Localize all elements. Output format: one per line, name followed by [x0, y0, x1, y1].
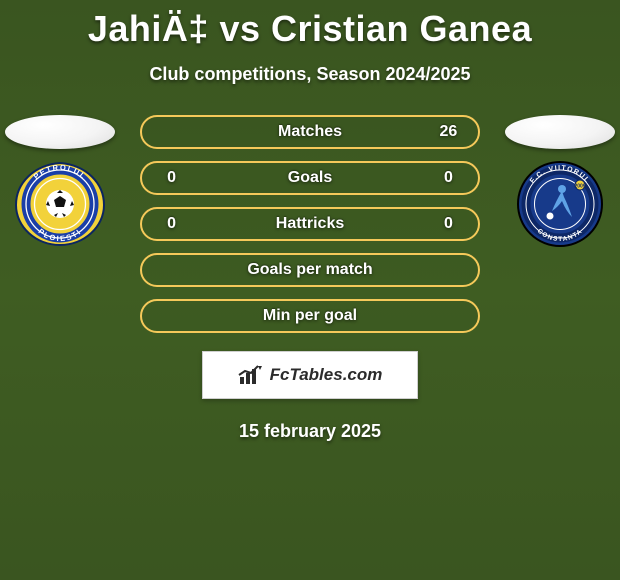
- stat-label: Min per goal: [142, 307, 479, 325]
- right-player-photo: [505, 115, 615, 149]
- brand-box[interactable]: FcTables.com: [202, 351, 418, 399]
- left-player-photo: [5, 115, 115, 149]
- date-text: 15 february 2025: [0, 421, 620, 442]
- right-team-badge: F.C. VIITORUL CONSTANTA 2009: [512, 161, 608, 247]
- left-player-col: PETROLUL PLOIESTI: [0, 115, 120, 247]
- right-player-col: F.C. VIITORUL CONSTANTA 2009: [500, 115, 620, 247]
- stat-label: Goals: [142, 169, 479, 187]
- left-team-badge: PETROLUL PLOIESTI: [12, 161, 108, 247]
- stat-row-hattricks: 0 Hattricks 0: [140, 207, 481, 241]
- stat-label: Goals per match: [142, 261, 479, 279]
- stat-right-value: 0: [436, 215, 460, 233]
- comparison-row: PETROLUL PLOIESTI Matche: [0, 115, 620, 333]
- brand-chart-icon: [238, 364, 264, 386]
- stat-label: Matches: [142, 123, 479, 141]
- stat-left-value: 0: [160, 169, 184, 187]
- svg-text:2009: 2009: [575, 184, 586, 190]
- stat-left-value: 0: [160, 215, 184, 233]
- stat-right-value: 26: [436, 123, 460, 141]
- stat-label: Hattricks: [142, 215, 479, 233]
- stats-table: Matches 26 0 Goals 0 0 Hattricks 0 Goals…: [140, 115, 481, 333]
- stat-row-goals: 0 Goals 0: [140, 161, 481, 195]
- stat-row-gpm: Goals per match: [140, 253, 481, 287]
- stat-right-value: 0: [436, 169, 460, 187]
- page-title: JahiÄ‡ vs Cristian Ganea: [0, 0, 620, 50]
- stat-row-mpg: Min per goal: [140, 299, 481, 333]
- brand-text: FcTables.com: [270, 365, 383, 385]
- stat-row-matches: Matches 26: [140, 115, 481, 149]
- subtitle: Club competitions, Season 2024/2025: [0, 64, 620, 85]
